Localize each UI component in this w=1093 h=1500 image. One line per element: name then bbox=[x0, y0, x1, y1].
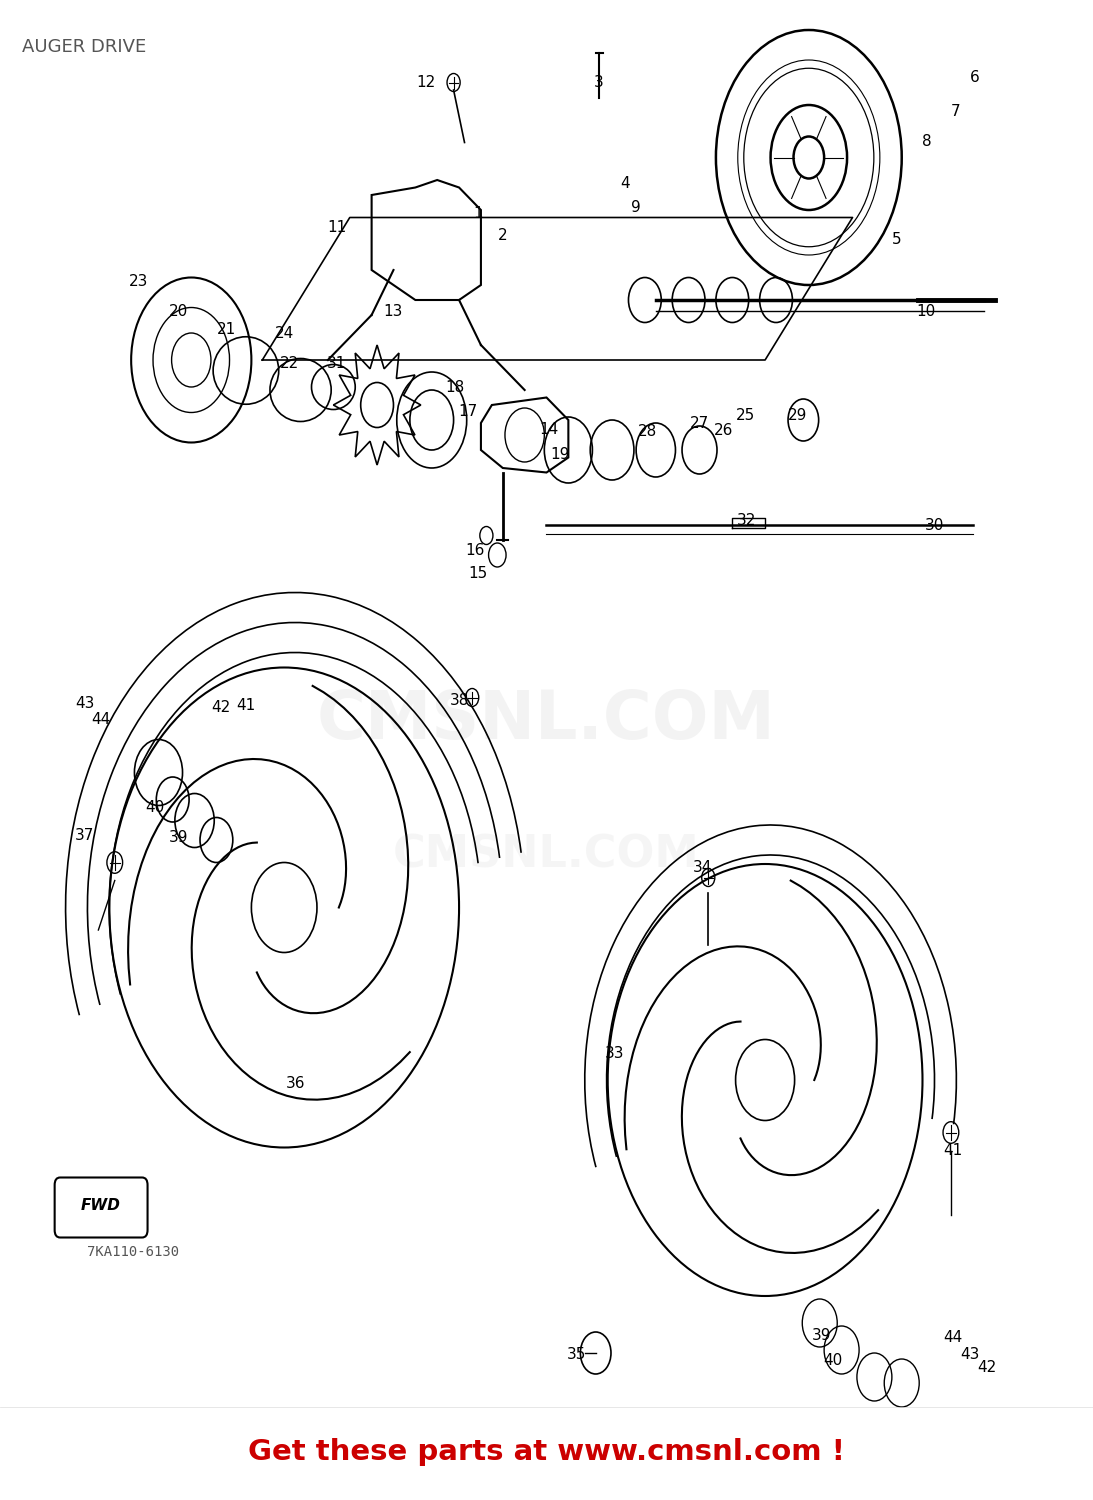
Text: 42: 42 bbox=[211, 700, 231, 715]
Text: 7: 7 bbox=[951, 104, 960, 118]
Text: 6: 6 bbox=[971, 70, 979, 86]
Text: 17: 17 bbox=[458, 404, 478, 418]
Text: 23: 23 bbox=[129, 274, 149, 290]
Text: 3: 3 bbox=[595, 75, 603, 90]
Text: 27: 27 bbox=[690, 416, 709, 430]
Text: 37: 37 bbox=[74, 828, 94, 843]
Text: 36: 36 bbox=[285, 1076, 305, 1090]
Circle shape bbox=[736, 1040, 795, 1120]
Text: 13: 13 bbox=[384, 304, 403, 320]
Text: 43: 43 bbox=[960, 1347, 979, 1362]
Text: 41: 41 bbox=[943, 1143, 963, 1158]
Circle shape bbox=[251, 862, 317, 952]
Text: 15: 15 bbox=[468, 566, 487, 580]
Text: 33: 33 bbox=[604, 1046, 624, 1060]
Text: 20: 20 bbox=[168, 304, 188, 320]
Text: 8: 8 bbox=[922, 134, 931, 148]
FancyBboxPatch shape bbox=[55, 1178, 148, 1238]
Text: 42: 42 bbox=[977, 1360, 997, 1376]
Text: 11: 11 bbox=[327, 220, 346, 236]
Text: 2: 2 bbox=[498, 228, 507, 243]
Text: 4: 4 bbox=[621, 176, 630, 190]
Text: 7KA110-6130: 7KA110-6130 bbox=[87, 1245, 179, 1260]
Text: 14: 14 bbox=[539, 422, 559, 436]
Text: Get these parts at www.cmsnl.com !: Get these parts at www.cmsnl.com ! bbox=[248, 1438, 845, 1466]
Circle shape bbox=[794, 136, 824, 178]
Text: AUGER DRIVE: AUGER DRIVE bbox=[22, 38, 146, 56]
Text: CMSNL.COM: CMSNL.COM bbox=[317, 687, 776, 753]
Text: 1: 1 bbox=[473, 206, 482, 220]
Text: 25: 25 bbox=[736, 408, 755, 423]
Text: 19: 19 bbox=[550, 447, 569, 462]
Text: 28: 28 bbox=[637, 424, 657, 439]
Text: CMSNL.COM: CMSNL.COM bbox=[393, 834, 700, 876]
Text: 39: 39 bbox=[812, 1328, 832, 1342]
Text: 40: 40 bbox=[145, 800, 165, 814]
Text: 21: 21 bbox=[216, 322, 236, 338]
Text: 44: 44 bbox=[91, 712, 110, 728]
Text: 24: 24 bbox=[274, 326, 294, 340]
Text: 40: 40 bbox=[823, 1353, 843, 1368]
Text: 22: 22 bbox=[280, 356, 299, 370]
Text: 12: 12 bbox=[416, 75, 436, 90]
Text: 29: 29 bbox=[788, 408, 808, 423]
Text: 32: 32 bbox=[737, 513, 756, 528]
Text: 44: 44 bbox=[943, 1330, 963, 1346]
Text: 26: 26 bbox=[714, 423, 733, 438]
Text: 10: 10 bbox=[916, 304, 936, 320]
Text: 5: 5 bbox=[892, 232, 901, 248]
Text: 31: 31 bbox=[327, 356, 346, 370]
Text: 39: 39 bbox=[168, 830, 188, 844]
Text: 9: 9 bbox=[632, 200, 640, 214]
Text: 43: 43 bbox=[75, 696, 95, 711]
Text: 30: 30 bbox=[925, 518, 944, 532]
Text: 34: 34 bbox=[693, 859, 713, 874]
Text: 18: 18 bbox=[445, 380, 465, 394]
Text: 41: 41 bbox=[236, 698, 256, 712]
Text: FWD: FWD bbox=[81, 1198, 120, 1214]
Text: 35: 35 bbox=[566, 1347, 586, 1362]
Text: 38: 38 bbox=[449, 693, 469, 708]
Text: 16: 16 bbox=[466, 543, 485, 558]
